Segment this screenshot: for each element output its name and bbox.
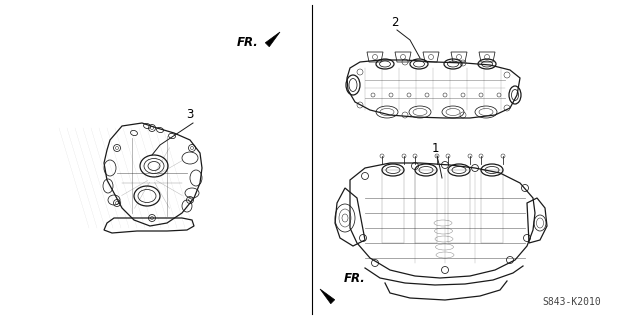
Text: S843-K2010: S843-K2010 xyxy=(543,297,602,307)
Text: 1: 1 xyxy=(431,142,439,154)
Polygon shape xyxy=(266,32,280,47)
Text: 2: 2 xyxy=(391,16,399,28)
Polygon shape xyxy=(320,289,335,304)
Text: FR.: FR. xyxy=(344,271,366,285)
Text: 3: 3 xyxy=(186,108,194,122)
Text: FR.: FR. xyxy=(237,35,259,48)
